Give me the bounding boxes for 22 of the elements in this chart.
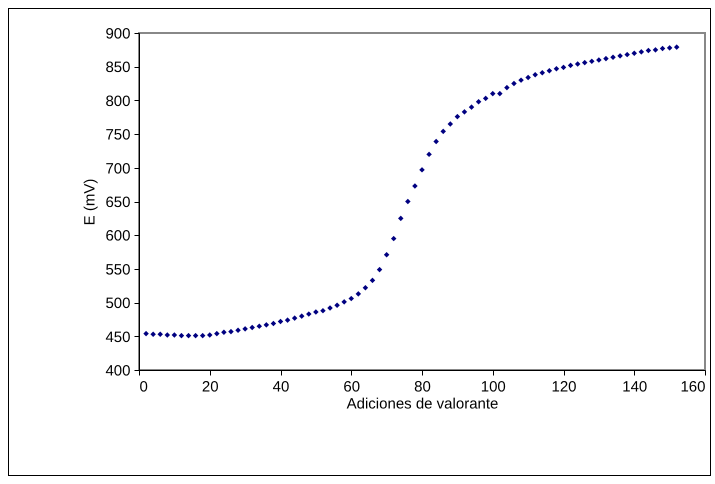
x-axis-title: Adiciones de valorante — [346, 396, 498, 412]
y-tick-label: 500 — [105, 295, 130, 312]
y-tick-label: 650 — [105, 194, 130, 211]
y-axis-title: E (mV) — [81, 178, 98, 226]
x-tick-label: 20 — [202, 378, 219, 396]
x-tick-label: 40 — [272, 378, 290, 396]
x-tick-label: 160 — [680, 378, 706, 396]
x-tick-label: 80 — [414, 378, 431, 396]
y-tick-label: 750 — [105, 126, 130, 144]
y-tick-label: 400 — [105, 362, 130, 380]
y-tick-label: 550 — [105, 261, 130, 278]
y-tick-label: 600 — [105, 228, 130, 245]
y-tick-label: 850 — [105, 59, 130, 76]
y-tick-label: 900 — [105, 26, 130, 42]
y-tick-label: 700 — [105, 160, 130, 178]
x-tick-label: 100 — [480, 378, 506, 396]
x-tick-label: 140 — [622, 378, 648, 396]
y-tick-label: 450 — [105, 328, 130, 346]
x-tick-label: 120 — [551, 378, 577, 396]
x-tick-label: 60 — [343, 378, 360, 396]
y-tick-label: 800 — [105, 92, 130, 110]
x-tick-label: 0 — [140, 378, 148, 396]
